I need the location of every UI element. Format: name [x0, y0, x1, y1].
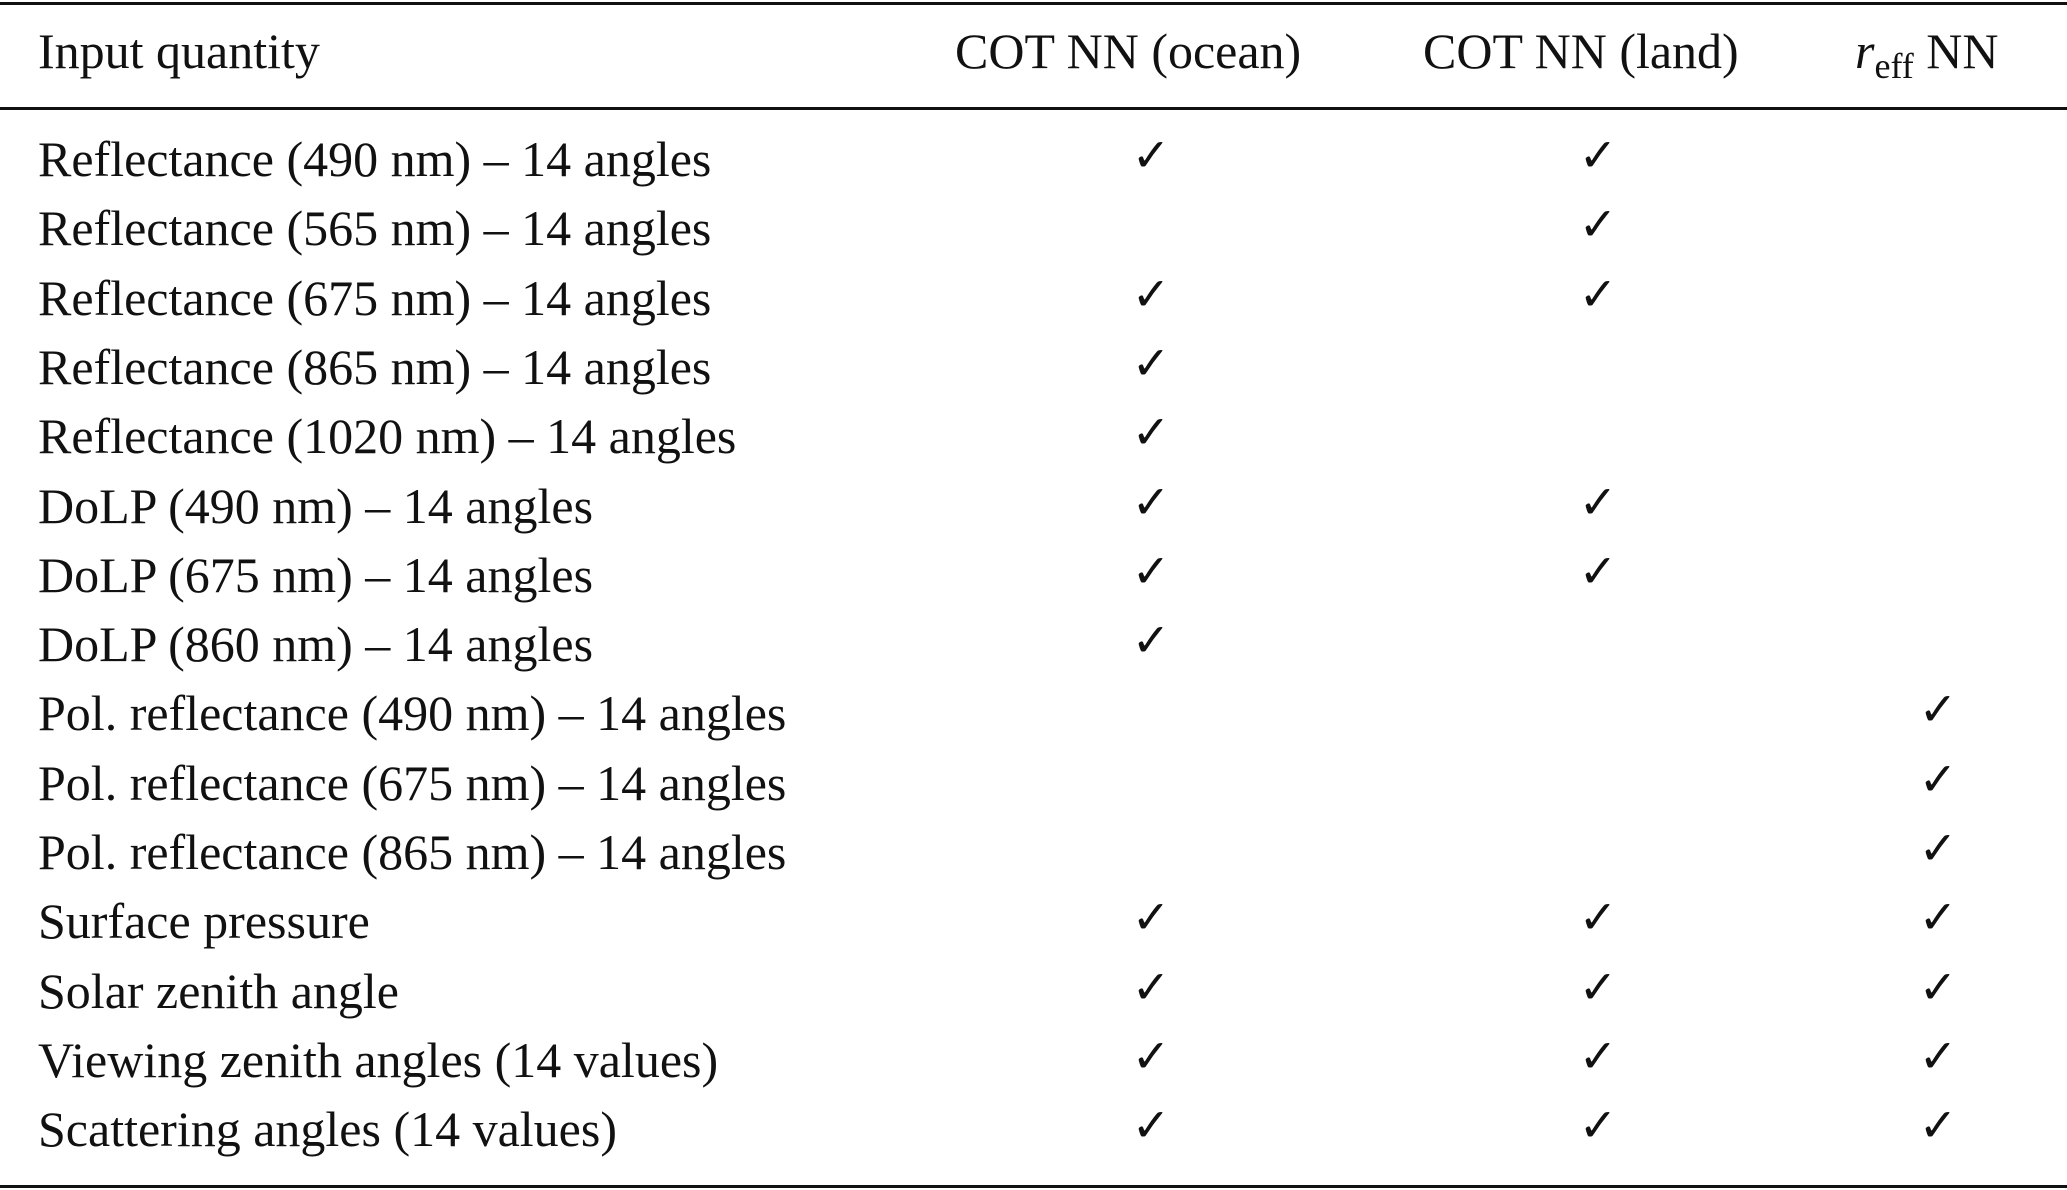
check-mark-reff: ✓: [1918, 1098, 1958, 1153]
table-row: Reflectance (565 nm) – 14 angles ✓: [0, 197, 2067, 272]
table-row: Viewing zenith angles (14 values) ✓ ✓ ✓: [0, 1028, 2067, 1104]
header-reff-nn: reff NN: [1855, 26, 1999, 84]
row-label: Reflectance (565 nm) – 14 angles: [38, 200, 712, 257]
check-mark-reff: ✓: [1918, 890, 1958, 945]
check-mark-ocean: ✓: [1131, 474, 1171, 529]
table-row: Pol. reflectance (490 nm) – 14 angles ✓: [0, 682, 2067, 757]
check-mark-land: ✓: [1578, 197, 1618, 252]
check-mark-land: ✓: [1578, 959, 1618, 1014]
row-label: Pol. reflectance (865 nm) – 14 angles: [38, 824, 787, 880]
check-mark-ocean: ✓: [1131, 1098, 1171, 1153]
table-row: Surface pressure ✓ ✓ ✓: [0, 890, 2067, 965]
header-cot-nn-ocean: COT NN (ocean): [955, 23, 1302, 79]
check-mark-ocean: ✓: [1131, 128, 1171, 182]
table-row: Reflectance (1020 nm) – 14 angles ✓: [0, 405, 2067, 480]
check-mark-land: ✓: [1578, 128, 1618, 182]
table-row: Scattering angles (14 values) ✓ ✓ ✓: [0, 1098, 2067, 1173]
row-label: Reflectance (865 nm) – 14 angles: [38, 338, 712, 395]
header-input-quantity: Input quantity: [38, 23, 320, 79]
reff-suffix: NN: [1913, 23, 1999, 79]
row-label: Reflectance (675 nm) – 14 angles: [38, 269, 712, 326]
top-rule: [0, 2, 2067, 5]
check-mark-reff: ✓: [1918, 959, 1958, 1014]
row-label: Pol. reflectance (490 nm) – 14 angles: [38, 685, 787, 742]
check-mark-land: ✓: [1578, 474, 1618, 529]
row-label: DoLP (860 nm) – 14 angles: [38, 616, 594, 673]
table-row: Reflectance (490 nm) – 14 angles ✓ ✓: [0, 128, 2067, 203]
check-mark-land: ✓: [1578, 1098, 1618, 1153]
row-label: DoLP (490 nm) – 14 angles: [38, 477, 594, 534]
bottom-rule: [0, 1185, 2067, 1188]
check-mark-ocean: ✓: [1131, 1028, 1171, 1083]
table-row: Reflectance (675 nm) – 14 angles ✓ ✓: [0, 266, 2067, 342]
table-row: Pol. reflectance (865 nm) – 14 angles ✓: [0, 821, 2067, 896]
row-label: Surface pressure: [38, 893, 370, 950]
table-row: Pol. reflectance (675 nm) – 14 angles ✓: [0, 751, 2067, 827]
check-mark-ocean: ✓: [1131, 405, 1171, 460]
row-label: DoLP (675 nm) – 14 angles: [38, 546, 594, 603]
table-row: Reflectance (865 nm) – 14 angles ✓: [0, 335, 2067, 411]
row-label: Solar zenith angle: [38, 962, 399, 1019]
check-mark-ocean: ✓: [1131, 543, 1171, 598]
check-mark-ocean: ✓: [1131, 613, 1171, 668]
check-mark-ocean: ✓: [1131, 890, 1171, 945]
check-mark-reff: ✓: [1918, 682, 1958, 737]
row-label: Reflectance (490 nm) – 14 angles: [38, 131, 712, 187]
check-mark-land: ✓: [1578, 890, 1618, 945]
header-rule: [0, 107, 2067, 110]
row-label: Pol. reflectance (675 nm) – 14 angles: [38, 754, 787, 811]
check-mark-ocean: ✓: [1131, 959, 1171, 1014]
check-mark-reff: ✓: [1918, 751, 1958, 806]
row-label: Viewing zenith angles (14 values): [38, 1031, 719, 1088]
check-mark-ocean: ✓: [1131, 266, 1171, 321]
header-cot-nn-land: COT NN (land): [1423, 23, 1739, 79]
check-mark-land: ✓: [1578, 266, 1618, 321]
table-row: DoLP (490 nm) – 14 angles ✓ ✓: [0, 474, 2067, 550]
check-mark-ocean: ✓: [1131, 335, 1171, 390]
table-row: DoLP (675 nm) – 14 angles ✓ ✓: [0, 543, 2067, 619]
check-mark-land: ✓: [1578, 543, 1618, 598]
check-mark-land: ✓: [1578, 1028, 1618, 1083]
table-row: Solar zenith angle ✓ ✓ ✓: [0, 959, 2067, 1035]
reff-symbol: r: [1855, 23, 1875, 79]
check-mark-reff: ✓: [1918, 1028, 1958, 1083]
row-label: Reflectance (1020 nm) – 14 angles: [38, 408, 737, 465]
table-row: DoLP (860 nm) – 14 angles ✓: [0, 613, 2067, 688]
row-label: Scattering angles (14 values): [38, 1101, 617, 1158]
check-mark-reff: ✓: [1918, 821, 1958, 875]
reff-subscript: eff: [1874, 46, 1914, 86]
